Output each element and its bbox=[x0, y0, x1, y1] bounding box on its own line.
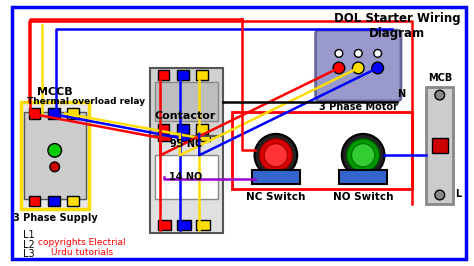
Bar bbox=[67, 108, 79, 119]
Bar bbox=[252, 170, 300, 184]
Circle shape bbox=[353, 62, 364, 74]
Bar bbox=[67, 196, 79, 206]
Text: 95 NC: 95 NC bbox=[170, 139, 202, 149]
Circle shape bbox=[342, 134, 384, 177]
Bar bbox=[196, 124, 208, 134]
Text: L2: L2 bbox=[23, 240, 35, 250]
FancyBboxPatch shape bbox=[316, 30, 401, 101]
FancyBboxPatch shape bbox=[426, 87, 453, 204]
Circle shape bbox=[264, 144, 288, 167]
Text: N: N bbox=[397, 89, 405, 99]
Bar bbox=[48, 196, 60, 206]
Circle shape bbox=[50, 162, 60, 172]
Circle shape bbox=[255, 134, 297, 177]
Circle shape bbox=[435, 190, 445, 200]
Circle shape bbox=[48, 144, 62, 157]
Bar bbox=[177, 220, 191, 230]
Bar bbox=[177, 129, 191, 141]
Bar bbox=[177, 70, 189, 80]
Circle shape bbox=[435, 90, 445, 100]
FancyBboxPatch shape bbox=[21, 102, 89, 209]
FancyBboxPatch shape bbox=[150, 68, 222, 136]
Circle shape bbox=[259, 139, 292, 172]
Circle shape bbox=[374, 49, 382, 57]
Bar bbox=[432, 138, 447, 153]
Bar bbox=[28, 108, 40, 119]
Circle shape bbox=[372, 62, 383, 74]
Bar bbox=[196, 129, 210, 141]
Text: copyrights Electrial
Urdu tutorials: copyrights Electrial Urdu tutorials bbox=[38, 238, 126, 257]
Text: NC Switch: NC Switch bbox=[246, 192, 306, 202]
Text: DOL Starter Wiring
Diagram: DOL Starter Wiring Diagram bbox=[334, 12, 460, 40]
Bar bbox=[157, 70, 169, 80]
Text: NO Switch: NO Switch bbox=[333, 192, 393, 202]
Bar bbox=[155, 82, 218, 121]
Text: MCB: MCB bbox=[428, 73, 452, 84]
Text: Contactor: Contactor bbox=[155, 111, 216, 121]
Bar bbox=[155, 155, 218, 199]
Text: 14 NO: 14 NO bbox=[169, 172, 202, 182]
Bar bbox=[28, 196, 40, 206]
Text: Thermal overload relay: Thermal overload relay bbox=[27, 97, 145, 106]
Bar bbox=[157, 220, 171, 230]
Bar bbox=[196, 220, 210, 230]
Circle shape bbox=[352, 144, 375, 167]
FancyBboxPatch shape bbox=[24, 112, 86, 199]
Bar bbox=[177, 124, 189, 134]
Text: 3 Phase Motor: 3 Phase Motor bbox=[319, 102, 398, 112]
Bar bbox=[339, 170, 387, 184]
Bar bbox=[196, 70, 208, 80]
Circle shape bbox=[335, 49, 343, 57]
Text: L1: L1 bbox=[23, 230, 34, 240]
Text: 3 Phase Supply: 3 Phase Supply bbox=[13, 213, 98, 223]
Text: L3: L3 bbox=[23, 249, 34, 259]
Circle shape bbox=[355, 49, 362, 57]
Text: MCCB: MCCB bbox=[37, 87, 73, 97]
Circle shape bbox=[333, 62, 345, 74]
Bar bbox=[48, 108, 60, 119]
Text: L: L bbox=[455, 189, 462, 199]
Bar bbox=[157, 129, 171, 141]
Circle shape bbox=[346, 139, 380, 172]
FancyBboxPatch shape bbox=[150, 126, 222, 233]
Bar bbox=[157, 124, 169, 134]
